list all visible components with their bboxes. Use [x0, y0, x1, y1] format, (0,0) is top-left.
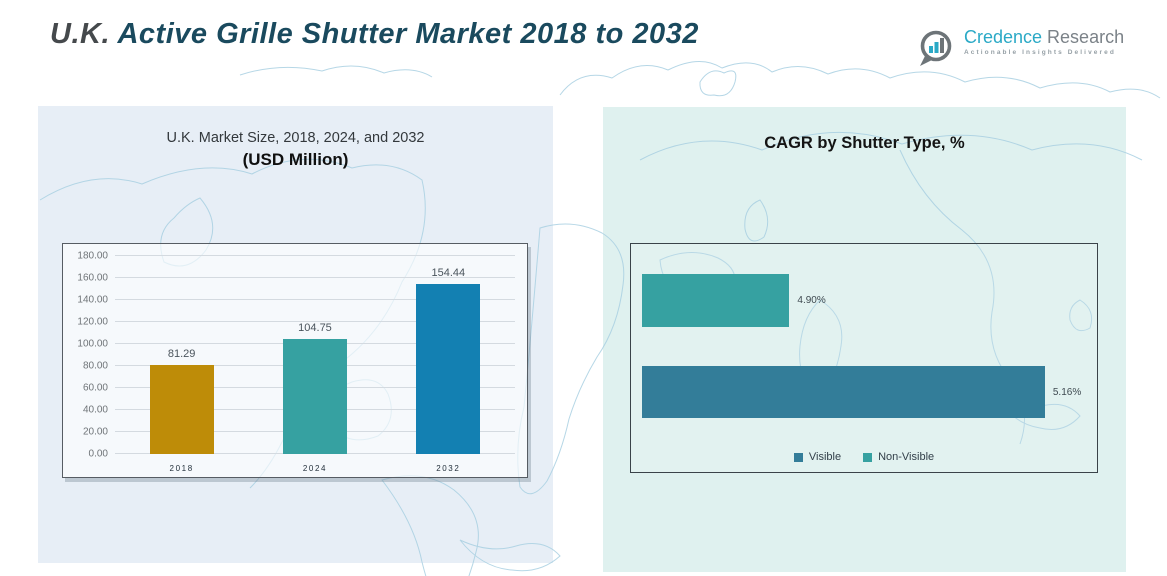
page-title-rest: Active Grille Shutter Market 2018 to 203…: [110, 18, 699, 50]
y-axis-tick-label: 120.00: [77, 316, 108, 328]
y-axis-tick-label: 160.00: [77, 272, 108, 284]
page-title: U.K. Active Grille Shutter Market 2018 t…: [50, 18, 699, 51]
y-axis-tick-label: 80.00: [82, 360, 108, 372]
value-label-2018: 81.29: [167, 347, 196, 360]
bar-columns: 81.29 2018 104.75 2024 154.44 2032: [115, 256, 515, 473]
hbar-value-label-visible: 5.16%: [1052, 386, 1082, 398]
bar-column-2032: 154.44 2032: [382, 256, 515, 473]
hbar-non-visible: [642, 274, 790, 327]
legend-label-visible: Visible: [808, 451, 842, 463]
cagr-chart: 4.90% 5.16% Visible Non-Visible: [630, 243, 1098, 473]
hbar-value-label-non-visible: 4.90%: [797, 295, 826, 306]
y-axis-tick-label: 20.00: [82, 426, 108, 438]
hbar-visible: [642, 366, 1045, 418]
hbar-row-visible: 5.16%: [642, 366, 1094, 418]
cagr-plot-area: 4.90% 5.16%: [642, 244, 1094, 472]
y-axis-tick-label: 100.00: [77, 338, 108, 350]
value-label-2024: 104.75: [298, 321, 332, 334]
bar-2018: [149, 364, 214, 454]
legend-item-visible: Visible: [793, 451, 842, 463]
credence-logo-icon: [920, 30, 952, 66]
credence-research-logo: Credence Research Actionable Insights De…: [916, 27, 1124, 69]
page-title-prefix: U.K.: [50, 18, 110, 50]
category-label-2018: 2018: [169, 464, 194, 473]
y-axis-tick-label: 0.00: [88, 448, 108, 460]
legend-label-non-visible: Non-Visible: [878, 451, 935, 463]
logo-tagline: Actionable Insights Delivered: [964, 49, 1116, 56]
y-axis-tick-label: 180.00: [77, 250, 108, 262]
category-label-2032: 2032: [436, 464, 461, 473]
market-size-plot-area: 0.00 20.00 40.00 60.00 80.00 100.00 120.00 140.…: [77, 251, 515, 473]
category-label-2024: 2024: [302, 464, 328, 473]
y-axis-tick-label: 40.00: [82, 404, 108, 416]
bar-2032: [416, 284, 481, 454]
bar-column-2018: 81.29 2018: [115, 256, 248, 473]
bar-column-2024: 104.75 2024: [248, 256, 381, 473]
bar-2024: [282, 338, 347, 454]
cagr-panel-background: [603, 107, 1126, 572]
legend-swatch-non-visible: [863, 452, 873, 462]
logo-brand-name: Credence Research: [964, 27, 1124, 47]
market-size-chart: 0.00 20.00 40.00 60.00 80.00 100.00 120.00 140.…: [62, 243, 528, 478]
value-label-2032: 154.44: [431, 267, 466, 280]
cagr-chart-legend: Visible Non-Visible: [631, 451, 1097, 463]
legend-swatch-visible: [793, 452, 803, 462]
market-size-chart-title: U.K. Market Size, 2018, 2024, and 2032: [166, 130, 425, 146]
logo-text: Credence Research Actionable Insights De…: [964, 27, 1124, 56]
market-size-chart-heading: U.K. Market Size, 2018, 2024, and 2032 (…: [38, 130, 553, 170]
cagr-chart-title: CAGR by Shutter Type, %: [764, 134, 965, 152]
logo-brand-secondary: Research: [1042, 27, 1125, 47]
y-axis-tick-label: 60.00: [82, 382, 108, 394]
y-axis-tick-label: 140.00: [77, 294, 108, 306]
hbar-row-non-visible: 4.90%: [642, 274, 1094, 327]
logo-brand-primary: Credence: [964, 27, 1043, 47]
legend-item-non-visible: Non-Visible: [863, 451, 934, 463]
market-size-chart-subtitle: (USD Million): [242, 150, 349, 169]
